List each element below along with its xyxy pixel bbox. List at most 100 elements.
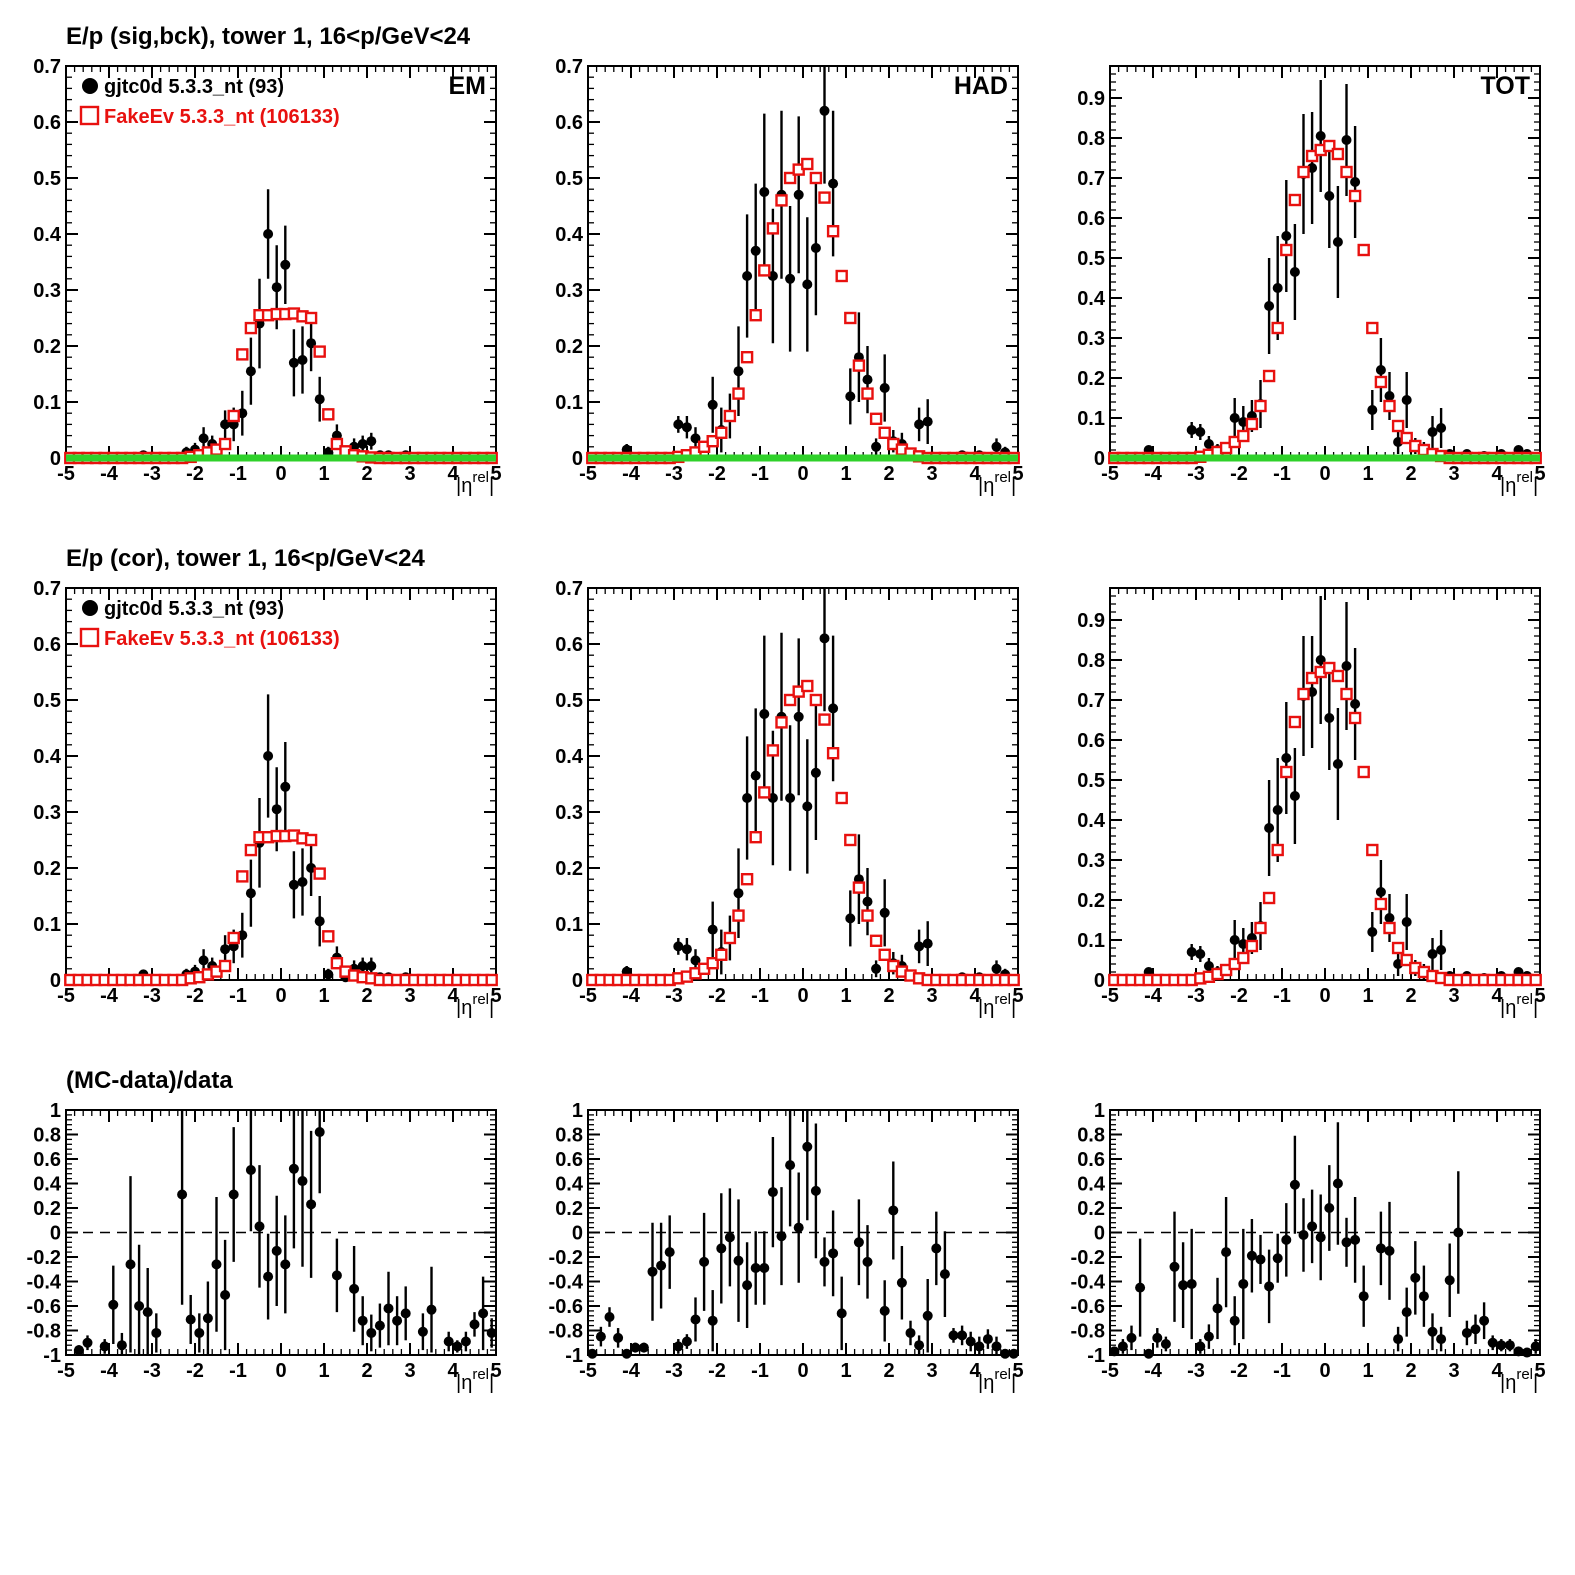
data-point: [142, 1307, 153, 1318]
data-point: [991, 963, 1002, 974]
data-point: [1401, 917, 1412, 927]
y-tick-label: 1: [572, 1100, 583, 1122]
x-axis-label: |ηrel|: [1500, 469, 1538, 497]
y-tick-label: -1: [1087, 1345, 1105, 1367]
mc-point: [1400, 431, 1413, 445]
panel-tot-ratio: -5 -4 -3 -2 -1 0 1 2 3 4 5-1-0.8-0.6-0.4-0.200.20.…: [1071, 1100, 1546, 1394]
series-data: [104, 189, 480, 463]
data-point: [1350, 1234, 1361, 1245]
y-tick-label: 0.2: [555, 858, 583, 880]
data-point: [724, 1232, 735, 1243]
x-tick-label: 2: [883, 1360, 894, 1382]
data-point: [1384, 391, 1395, 401]
data-point: [1255, 1254, 1266, 1265]
mc-point: [1391, 941, 1405, 955]
data-point: [802, 1141, 813, 1152]
y-tick-label: 0.4: [555, 1174, 584, 1196]
data-point: [1272, 1253, 1283, 1264]
x-tick-label: 2: [1405, 1360, 1416, 1382]
data-point: [690, 1314, 701, 1325]
x-axis-label-sup: rel: [472, 1366, 489, 1383]
panel-em-sigbck: -5 -4 -3 -2 -1 0 1 2 3 4 5 0 0.1 0.2 0.3 0.4 0.5 0.6 0.7 |η…: [33, 56, 501, 497]
data-point: [1479, 1315, 1490, 1326]
x-axis-label: |ηrel|: [978, 1366, 1016, 1394]
y-tick-label: 1: [1094, 1100, 1105, 1122]
data-point: [1436, 1334, 1447, 1345]
data-point: [1444, 1275, 1455, 1286]
x-tick-label: 1: [840, 463, 851, 485]
data-point: [426, 1304, 437, 1315]
mc-point: [706, 435, 719, 448]
x-tick-label: -5: [57, 985, 75, 1007]
y-tick-label: -0.8: [549, 1321, 583, 1343]
y-tick-label: 0.5: [33, 690, 61, 712]
data-point: [288, 357, 299, 368]
data-point: [1000, 1348, 1011, 1359]
mc-point: [852, 881, 866, 894]
y-tick-label: 0.6: [555, 112, 583, 134]
data-point: [263, 1271, 274, 1282]
mc-point: [1007, 973, 1020, 987]
data-point: [366, 436, 377, 447]
data-point: [1264, 823, 1275, 833]
mc-point: [1366, 321, 1379, 335]
x-tick-label: 3: [1448, 1360, 1459, 1382]
x-tick-label: 2: [1405, 463, 1416, 485]
data-point: [245, 1165, 256, 1176]
mc-point: [485, 973, 498, 987]
series-mc: [586, 157, 1020, 465]
x-axis-label-sup: rel: [994, 991, 1011, 1008]
legend-mc-marker: [79, 105, 100, 126]
panel-tag-had: HAD: [954, 72, 1008, 100]
data-point: [828, 1248, 839, 1259]
x-axis-label: |ηrel|: [456, 991, 494, 1019]
data-point: [879, 383, 890, 393]
mc-point: [835, 269, 848, 283]
mc-point: [236, 348, 249, 361]
x-tick-label: 1: [1362, 463, 1373, 485]
data-point: [1008, 1348, 1019, 1359]
x-tick-label: -1: [1273, 985, 1291, 1007]
x-axis-label: |ηrel|: [456, 1366, 494, 1394]
mc-point: [826, 747, 840, 760]
mc-point: [758, 264, 771, 277]
data-point: [1427, 949, 1438, 959]
y-tick-label: 0.8: [33, 1125, 61, 1147]
x-axis-label-end: |: [1533, 475, 1538, 497]
mc-point: [1366, 843, 1379, 857]
mc-point: [1323, 661, 1336, 675]
series-mc: [586, 679, 1020, 987]
data-point: [862, 374, 873, 385]
data-point: [664, 1247, 675, 1258]
mc-point: [1357, 765, 1370, 779]
legend-mc-label: FakeEv 5.3.3_nt (106133): [104, 106, 340, 128]
x-tick-label: 4: [447, 463, 459, 485]
y-tick-label: -0.6: [1071, 1296, 1105, 1318]
data-point: [460, 1336, 471, 1347]
data-point: [733, 1255, 744, 1266]
y-tick-label: 0.8: [1077, 650, 1105, 672]
y-tick-label: 0.5: [1077, 770, 1105, 792]
y-tick-label: 0: [50, 1223, 61, 1245]
y-tick-label: -0.8: [1071, 1321, 1105, 1343]
x-tick-label: 4: [969, 1360, 981, 1382]
x-tick-label: -3: [1187, 985, 1205, 1007]
data-point: [1530, 1341, 1541, 1352]
y-tick-label: 0.2: [555, 1198, 583, 1220]
x-tick-label: -3: [143, 985, 161, 1007]
y-tick-label: 0.5: [33, 168, 61, 190]
data-point: [1470, 1324, 1481, 1335]
data-point: [948, 1330, 959, 1341]
y-tick-label: -0.6: [27, 1296, 61, 1318]
mc-point: [1357, 243, 1370, 257]
data-point: [871, 963, 882, 974]
data-point: [323, 969, 334, 980]
data-point: [656, 1260, 667, 1271]
x-tick-label: -4: [100, 463, 119, 485]
data-point: [1195, 427, 1206, 437]
data-point: [280, 259, 291, 270]
x-tick-label: 3: [404, 985, 415, 1007]
mc-point: [1245, 939, 1259, 953]
mc-point: [1280, 243, 1293, 257]
